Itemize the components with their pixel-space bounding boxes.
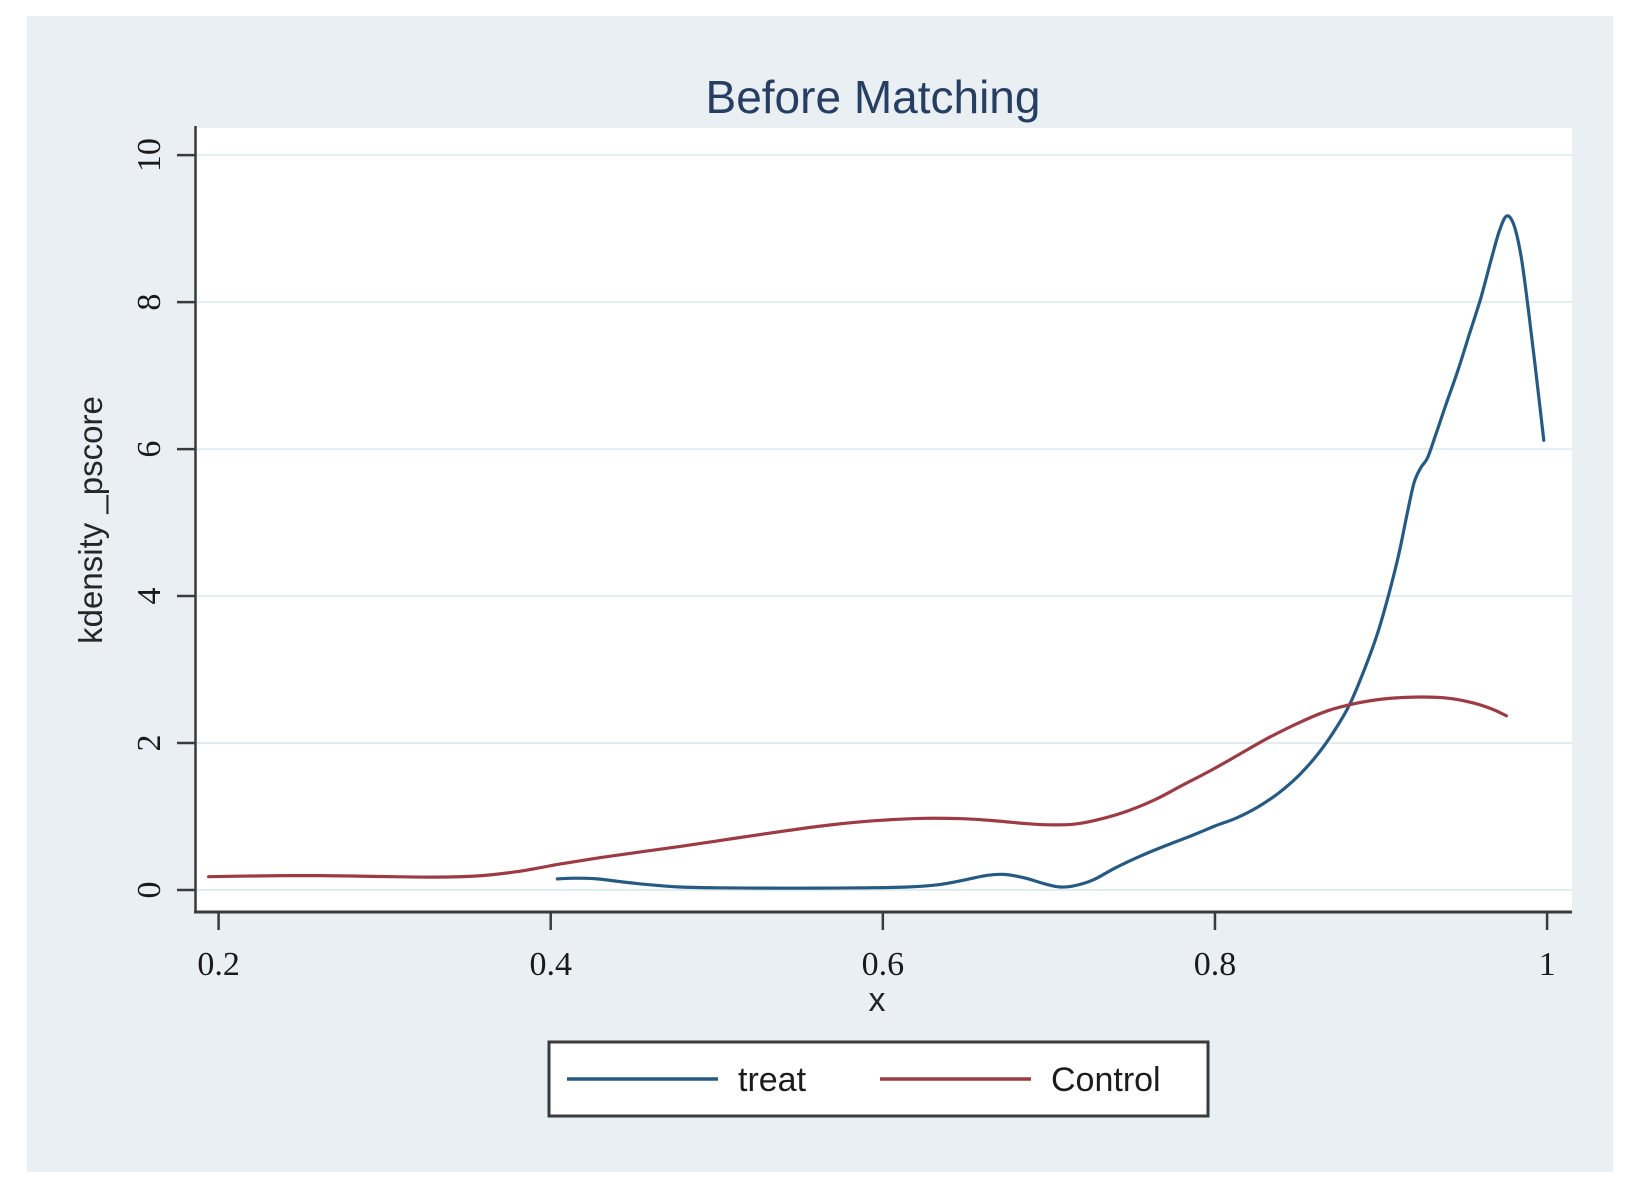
x-tick-label: 0.6 (862, 946, 905, 983)
kdensity-chart: 0 2 4 6 8 10 0.2 0.4 0.6 0.8 1 Before Matching kde… (72, 71, 1572, 1118)
y-tick-label: 10 (131, 138, 168, 172)
series-layer (207, 214, 1546, 890)
y-tick-label: 4 (131, 588, 168, 605)
legend-label-treat: treat (738, 1061, 807, 1099)
y-tick-label: 8 (131, 294, 168, 311)
x-tick-label: 1 (1539, 946, 1556, 983)
y-tick-label: 2 (131, 735, 168, 752)
chart-title: Before Matching (706, 71, 1041, 123)
gridlines-layer (197, 154, 1572, 891)
tick-labels-layer: 0 2 4 6 8 10 0.2 0.4 0.6 0.8 1 (131, 138, 1556, 983)
x-axis-title: x (869, 981, 886, 1019)
graph-panel: 0 2 4 6 8 10 0.2 0.4 0.6 0.8 1 Before Matching kde… (27, 16, 1613, 1172)
plot-area (197, 128, 1572, 912)
axes-layer (177, 126, 1572, 930)
legend: treat Control (547, 1040, 1210, 1118)
legend-label-Control: Control (1051, 1061, 1161, 1099)
y-tick-label: 6 (131, 441, 168, 458)
y-axis-title: kdensity _pscore (72, 396, 109, 644)
y-tick-label: 0 (131, 881, 168, 898)
legend-items: treat Control (567, 1061, 1161, 1099)
x-tick-label: 0.4 (529, 946, 572, 983)
series-line-treat (555, 214, 1546, 890)
x-tick-label: 0.8 (1194, 946, 1237, 983)
x-tick-label: 0.2 (197, 946, 240, 983)
series-line-Control (207, 695, 1508, 879)
